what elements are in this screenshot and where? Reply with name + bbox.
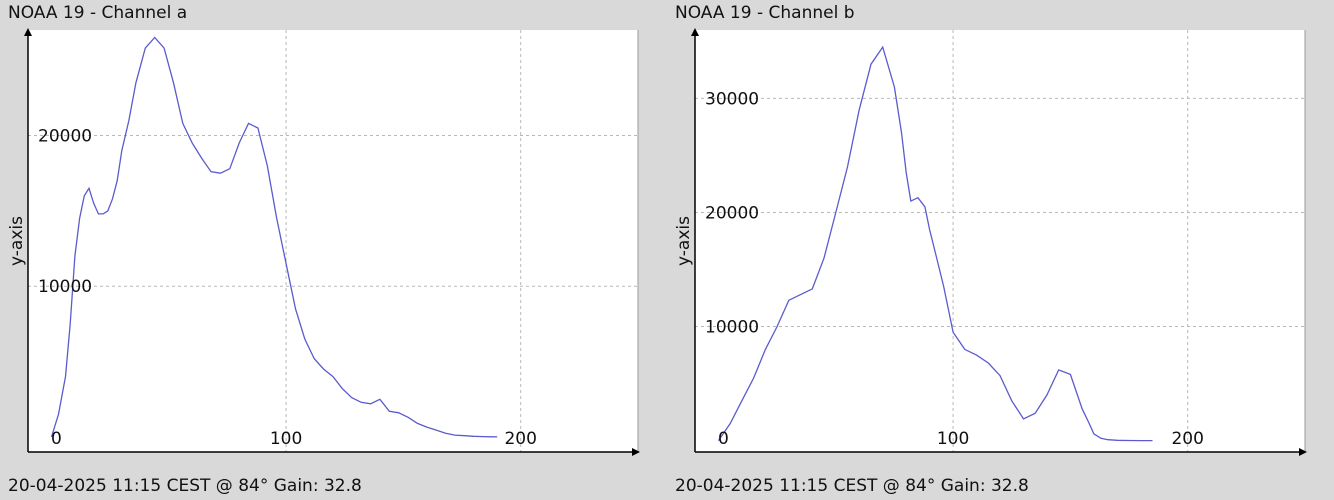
x-tick-label: 0 [718,429,729,449]
y-tick-label: 20000 [38,127,92,147]
chart-title: NOAA 19 - Channel a [8,3,188,23]
x-tick-label: 200 [1171,429,1203,449]
x-tick-label: 200 [504,429,536,449]
chart-footer: 20-04-2025 11:15 CEST @ 84° Gain: 32.8 [675,476,1029,496]
y-tick-label: 10000 [705,318,759,338]
chart-footer: 20-04-2025 11:15 CEST @ 84° Gain: 32.8 [8,476,362,496]
plot-background [28,30,638,452]
chart-plot-b: 0 100 200 10000 20000 30000 y-axis [674,28,1307,456]
series-line [717,45,1153,442]
y-tick-label: 10000 [38,277,92,297]
x-tick-label: 100 [270,429,302,449]
plot-background [695,30,1305,452]
chart-plot-a: 0 100 200 10000 20000 y-axis [7,28,640,456]
x-axis-arrow [632,448,640,456]
y-axis-label: y-axis [674,216,694,266]
y-tick-label: 20000 [705,203,759,223]
x-tick-label: 0 [51,429,62,449]
y-tick-label: 30000 [705,89,759,109]
x-tick-label: 100 [937,429,969,449]
chart-panel-a: NOAA 19 - Channel a 0 100 200 10000 20000 y-a… [0,0,660,500]
series-line [50,36,498,438]
y-axis-label: y-axis [7,216,27,266]
chart-title: NOAA 19 - Channel b [675,3,855,23]
y-axis-arrow [24,28,32,36]
y-axis-arrow [691,28,699,36]
chart-panel-b: NOAA 19 - Channel b 0 100 200 10000 20000 300… [667,0,1327,500]
x-axis-arrow [1299,448,1307,456]
